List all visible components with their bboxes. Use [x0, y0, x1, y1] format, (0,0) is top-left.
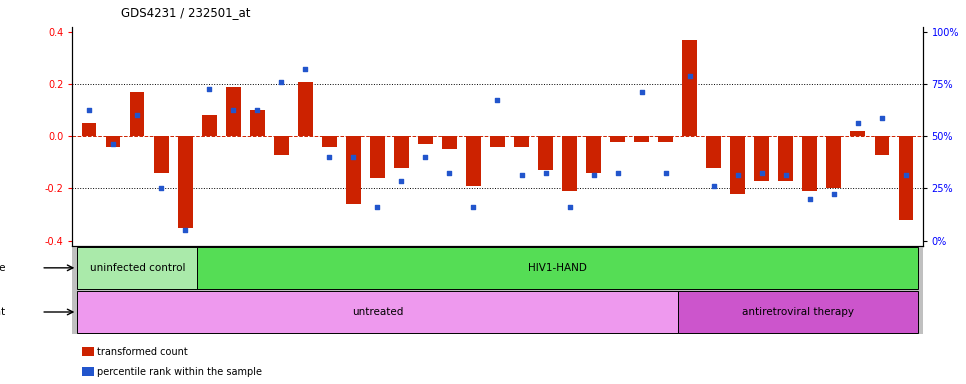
Bar [323, 136, 336, 147]
Point [370, 204, 385, 210]
Point [178, 227, 193, 233]
Bar [659, 136, 672, 142]
Bar [202, 116, 216, 136]
Point [298, 66, 313, 72]
Point [154, 185, 169, 192]
Bar [635, 136, 649, 142]
Text: transformed count: transformed count [97, 346, 187, 357]
Point [802, 196, 817, 202]
Text: disease state: disease state [0, 263, 5, 273]
Bar [730, 136, 745, 194]
Bar [226, 87, 241, 136]
Point [226, 107, 242, 113]
Point [706, 183, 722, 189]
Point [81, 107, 97, 113]
Bar [155, 136, 168, 173]
Point [273, 79, 289, 85]
Point [730, 172, 746, 179]
Text: percentile rank within the sample: percentile rank within the sample [97, 366, 262, 377]
Point [826, 190, 841, 197]
Bar [754, 136, 769, 180]
Point [778, 172, 793, 179]
Bar [77, 291, 677, 333]
Point [562, 204, 578, 210]
Bar [72, 246, 923, 300]
Bar [850, 131, 865, 136]
Point [658, 170, 673, 176]
Point [346, 154, 361, 160]
Text: GDS4231 / 232501_at: GDS4231 / 232501_at [121, 6, 250, 19]
Bar [346, 136, 360, 204]
Point [441, 170, 457, 176]
Text: antiretroviral therapy: antiretroviral therapy [742, 307, 854, 317]
Bar [77, 247, 197, 289]
Text: uninfected control: uninfected control [90, 263, 185, 273]
Bar [178, 136, 192, 227]
Bar [538, 136, 553, 170]
Point [850, 120, 866, 126]
Bar [514, 136, 528, 147]
Bar [370, 136, 384, 178]
Point [585, 172, 601, 179]
Point [490, 97, 505, 103]
Bar [803, 136, 817, 191]
Bar [197, 247, 918, 289]
Bar [874, 136, 889, 155]
Bar [586, 136, 601, 173]
Point [682, 73, 697, 79]
Bar [682, 40, 696, 136]
Point [514, 172, 529, 179]
Bar [898, 136, 913, 220]
Text: agent: agent [0, 307, 5, 317]
Bar [274, 136, 289, 155]
Bar [418, 136, 433, 144]
Point [634, 89, 649, 95]
Point [394, 177, 410, 184]
Text: HIV1-HAND: HIV1-HAND [528, 263, 587, 273]
Bar [779, 136, 793, 180]
Bar [394, 136, 409, 167]
Bar [442, 136, 457, 149]
Bar [827, 136, 840, 189]
Bar [562, 136, 577, 191]
Point [898, 172, 914, 179]
Bar [106, 136, 121, 147]
Point [874, 115, 890, 121]
Bar [130, 92, 145, 136]
Bar [611, 136, 625, 142]
Point [129, 113, 145, 119]
Bar [250, 110, 265, 136]
Bar [467, 136, 481, 186]
Point [417, 154, 433, 160]
Bar [677, 291, 918, 333]
Bar [706, 136, 721, 167]
Bar [298, 82, 313, 136]
Point [610, 170, 625, 176]
Point [466, 204, 481, 210]
Point [538, 170, 554, 176]
Point [202, 86, 217, 93]
Bar [82, 123, 97, 136]
Point [322, 154, 337, 160]
Text: untreated: untreated [352, 307, 403, 317]
Bar [491, 136, 504, 147]
Point [105, 141, 121, 147]
Point [249, 107, 265, 113]
Point [753, 170, 769, 176]
